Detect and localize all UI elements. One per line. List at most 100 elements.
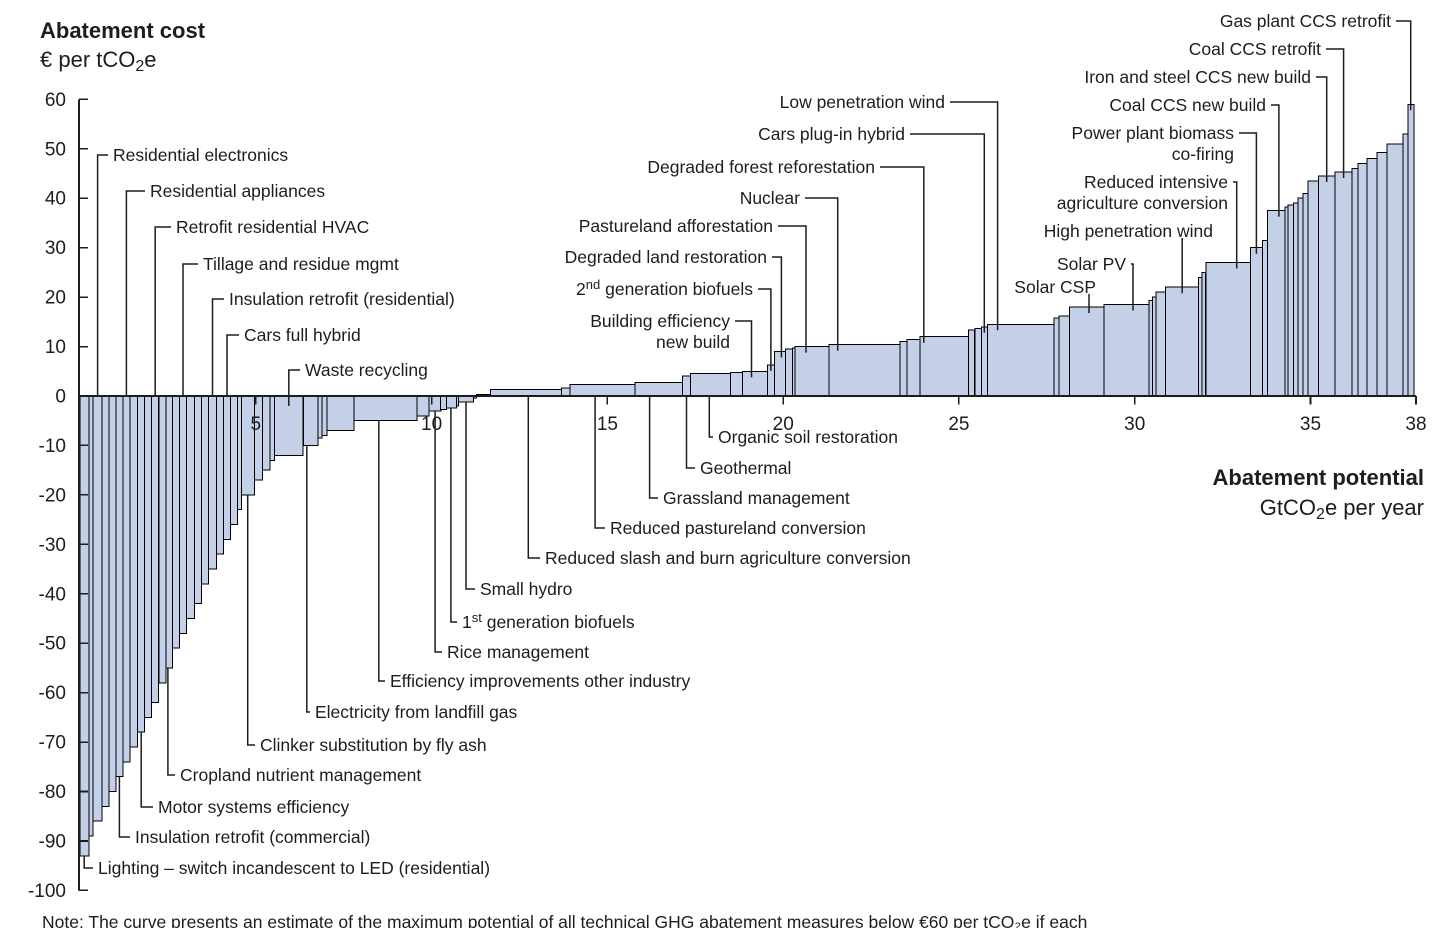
leader-motor-systems-efficiency xyxy=(140,732,153,808)
x-tick-label-10: 10 xyxy=(421,414,442,435)
bar-solar-csp xyxy=(1068,306,1105,397)
bar-cropland-nutrient-management xyxy=(165,395,174,669)
label-solar-pv: Solar PV xyxy=(1057,254,1126,274)
leader-nuclear xyxy=(805,197,839,351)
label-geothermal: Geothermal xyxy=(700,458,791,478)
leader-degraded-forest-reforestation xyxy=(880,166,925,343)
bar-insulation-retrofit-residential xyxy=(208,395,217,570)
bar-low-penetration-wind xyxy=(986,323,1055,397)
leader-reduced-pastureland-conversion xyxy=(594,396,605,529)
y-tick-label-60: 60 xyxy=(45,90,66,111)
bar-segment-3 xyxy=(101,395,110,807)
x-tick-label-35: 35 xyxy=(1300,414,1321,435)
leader-insulation-retrofit-residential xyxy=(211,298,224,396)
label-power-plant-biomass-co-firing: Power plant biomass co-firing xyxy=(1072,123,1235,164)
bar-grassland-management xyxy=(634,382,684,397)
label-efficiency-improvements-other-industry: Efficiency improvements other industry xyxy=(390,671,690,691)
bar-segment-87 xyxy=(1376,151,1388,397)
bar-segment-24 xyxy=(253,395,263,481)
bar-segment-15 xyxy=(186,395,196,619)
label-residential-electronics: Residential electronics xyxy=(113,145,288,165)
bar-segment-81 xyxy=(1307,180,1319,397)
measure-labels: Residential electronics Residential appli… xyxy=(83,11,1412,878)
x-tick-label-38: 38 xyxy=(1405,414,1426,435)
leader-tillage-and-residue-mgmt xyxy=(182,263,198,396)
bar-rice-management xyxy=(428,395,442,412)
leader-cars-plug-in-hybrid xyxy=(910,133,986,333)
label-2nd-generation-biofuels: 2nd generation biofuels xyxy=(576,277,753,299)
leader-pastureland-afforestation xyxy=(778,225,807,353)
bar-segment-13 xyxy=(172,395,180,649)
bar-gas-plant-ccs-retrofit xyxy=(1407,103,1415,397)
bar-lighting-switch-incandescent-to-led-residential xyxy=(79,395,90,857)
x-tick-label-15: 15 xyxy=(597,414,618,435)
bar-segment-88 xyxy=(1386,143,1404,397)
y-axis-title: Abatement cost xyxy=(40,18,206,43)
leader-1st-generation-biofuels xyxy=(450,407,457,623)
bar-segment-29 xyxy=(317,395,323,439)
label-cars-full-hybrid: Cars full hybrid xyxy=(244,325,361,345)
y-tick-label-20: 20 xyxy=(45,288,66,309)
bar-electricity-from-landfill-gas xyxy=(302,395,319,446)
label-tillage-and-residue-mgmt: Tillage and residue mgmt xyxy=(203,254,399,274)
leader-clinker-substitution-by-fly-ash xyxy=(246,494,255,746)
bar-segment-16 xyxy=(194,395,203,605)
label-insulation-retrofit-commercial: Insulation retrofit (commercial) xyxy=(135,827,370,847)
bar-segment-89 xyxy=(1402,133,1409,397)
bar-segment-47 xyxy=(729,371,743,397)
leader-low-penetration-wind xyxy=(950,101,999,331)
bar-segment-85 xyxy=(1357,163,1368,397)
leader-small-hydro xyxy=(465,401,475,590)
bar-pastureland-afforestation xyxy=(794,346,830,397)
bar-segment-51 xyxy=(784,348,793,397)
bar-segment-58 xyxy=(967,329,976,397)
label-solar-csp: Solar CSP xyxy=(1014,277,1096,297)
bar-1st-generation-biofuels xyxy=(446,395,458,409)
x-axis-units: GtCO2e per year xyxy=(1260,495,1424,523)
leader-lighting-switch-incandescent-to-led-residential xyxy=(83,855,93,869)
label-coal-ccs-new-build: Coal CCS new build xyxy=(1109,95,1266,115)
label-cars-plug-in-hybrid: Cars plug-in hybrid xyxy=(758,124,905,144)
label-pastureland-afforestation: Pastureland afforestation xyxy=(579,216,773,236)
label-gas-plant-ccs-retrofit: Gas plant CCS retrofit xyxy=(1220,11,1391,31)
x-axis-title: Abatement potential xyxy=(1213,465,1424,490)
bar-building-efficiency-new-build xyxy=(741,370,768,397)
bar-segment-11 xyxy=(158,395,167,684)
bar-segment-56 xyxy=(906,339,921,397)
leader-insulation-retrofit-commercial xyxy=(118,776,130,838)
leader-organic-soil-restoration xyxy=(708,396,713,438)
bar-segment-35 xyxy=(440,395,448,410)
label-waste-recycling: Waste recycling xyxy=(305,360,428,380)
label-1st-generation-biofuels: 1st generation biofuels xyxy=(462,610,635,632)
bars xyxy=(79,103,1415,857)
label-iron-and-steel-ccs-new-build: Iron and steel CCS new build xyxy=(1084,67,1311,87)
label-coal-ccs-retrofit: Coal CCS retrofit xyxy=(1189,39,1321,59)
label-small-hydro: Small hydro xyxy=(480,579,572,599)
bar-coal-ccs-new-build xyxy=(1266,210,1286,397)
leader-residential-electronics xyxy=(96,154,108,396)
axes: 60 50 40 30 20 10 0 -10 -20 -30 -40 -50 -60 -70 -80 -90… xyxy=(28,90,1427,902)
label-degraded-land-restoration: Degraded land restoration xyxy=(565,247,767,267)
bar-tillage-and-residue-mgmt xyxy=(179,395,187,634)
bar-degraded-forest-reforestation xyxy=(919,336,969,397)
leader-power-plant-biomass-co-firing xyxy=(1239,132,1258,254)
bar-reduced-pastureland-conversion xyxy=(569,384,636,397)
footnote: Note: The curve presents an estimate of … xyxy=(42,912,1088,928)
label-nuclear: Nuclear xyxy=(740,188,800,208)
bar-reduced-slash-and-burn-agriculture-conversion xyxy=(489,389,562,397)
label-reduced-intensive-agriculture-conversion: Reduced intensive agriculture conversion xyxy=(1057,172,1228,213)
bar-segment-25 xyxy=(262,395,271,471)
label-lighting-switch-incandescent-to-led-residential: Lighting – switch incandescent to LED (r… xyxy=(98,858,490,878)
leader-geothermal xyxy=(685,396,695,469)
y-tick-label-10: 10 xyxy=(45,337,66,358)
label-building-efficiency-new-build: Building efficiency new build xyxy=(590,311,730,352)
bar-geothermal xyxy=(682,375,692,397)
bar-segment-21 xyxy=(230,395,238,525)
y-tick-label--30: -30 xyxy=(39,535,66,556)
y-tick-label--40: -40 xyxy=(39,584,66,605)
label-grassland-management: Grassland management xyxy=(663,488,850,508)
bar-residential-appliances xyxy=(122,395,131,763)
leader-grassland-management xyxy=(648,396,658,499)
